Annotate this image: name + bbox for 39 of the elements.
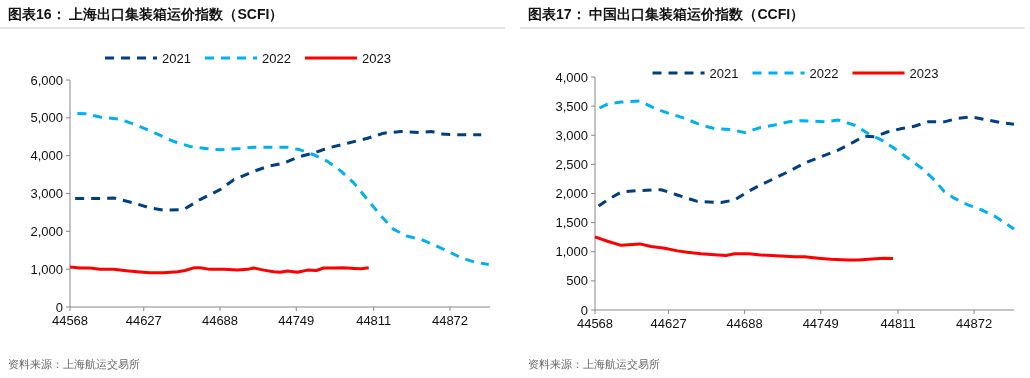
x-tick-label: 44811: [880, 316, 916, 331]
y-tick-label: 500: [566, 273, 588, 289]
legend-label: 2021: [162, 51, 191, 66]
y-tick-label: 4,000: [555, 69, 588, 85]
legend-label: 2022: [809, 66, 839, 81]
x-tick-label: 44627: [650, 316, 687, 331]
y-tick-label: 2,000: [30, 223, 63, 239]
x-tick-label: 44872: [431, 313, 469, 328]
chart-title: 图表16： 上海出口集装箱运价指数（SCFI）: [8, 6, 284, 22]
y-tick-label: 3,000: [30, 186, 63, 201]
x-tick-label: 44568: [576, 316, 614, 331]
chart-title: 图表17： 中国出口集装箱运价指数（CCFI）: [528, 6, 805, 22]
x-tick-label: 44627: [125, 313, 162, 328]
y-tick-label: 3,500: [555, 98, 588, 114]
y-tick-label: 2,500: [555, 156, 588, 172]
x-tick-label: 44872: [956, 316, 993, 331]
legend-label: 2023: [909, 66, 939, 81]
x-tick-label: 44688: [726, 316, 763, 331]
x-tick-label: 44811: [356, 313, 392, 328]
line-series: [593, 235, 895, 262]
legend-label: 2022: [262, 51, 291, 66]
y-tick-label: 0: [580, 302, 588, 318]
x-tick-label: 44568: [51, 313, 89, 328]
y-tick-label: 5,000: [30, 110, 63, 126]
y-tick-label: 1,000: [30, 261, 63, 277]
y-tick-label: 6,000: [30, 72, 63, 88]
y-tick-label: 4,000: [30, 148, 63, 164]
y-tick-label: 3,000: [555, 127, 588, 143]
legend-label: 2023: [362, 51, 391, 66]
y-tick-label: 0: [55, 299, 63, 315]
x-tick-label: 44749: [278, 313, 315, 328]
legend-label: 2021: [709, 66, 739, 81]
y-tick-label: 1,500: [555, 215, 588, 231]
text: 资料来源：上海航运交易所: [528, 358, 660, 370]
y-tick-label: 2,000: [555, 186, 588, 201]
text: 资料来源：上海航运交易所: [8, 358, 140, 370]
y-tick-label: 1,000: [555, 244, 588, 260]
x-tick-label: 44749: [802, 316, 839, 331]
x-tick-label: 44688: [201, 313, 239, 328]
